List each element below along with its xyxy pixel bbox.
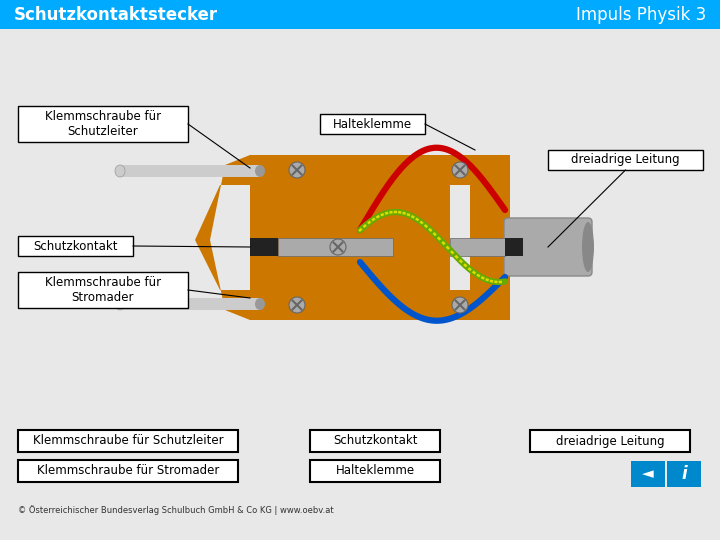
Ellipse shape (115, 165, 125, 177)
Text: Halteklemme: Halteklemme (336, 464, 415, 477)
Text: Klemmschraube für
Stromader: Klemmschraube für Stromader (45, 276, 161, 304)
Circle shape (452, 162, 468, 178)
Text: i: i (681, 465, 687, 483)
FancyBboxPatch shape (278, 238, 393, 256)
Circle shape (452, 297, 468, 313)
FancyBboxPatch shape (548, 150, 703, 170)
FancyBboxPatch shape (470, 155, 510, 320)
FancyBboxPatch shape (310, 430, 440, 452)
Ellipse shape (115, 298, 125, 310)
FancyBboxPatch shape (250, 155, 510, 185)
FancyBboxPatch shape (120, 298, 260, 310)
FancyBboxPatch shape (18, 236, 133, 256)
FancyBboxPatch shape (250, 238, 278, 256)
Text: Halteklemme: Halteklemme (333, 118, 412, 131)
Polygon shape (195, 155, 250, 320)
Circle shape (289, 297, 305, 313)
Text: Klemmschraube für Schutzleiter: Klemmschraube für Schutzleiter (32, 435, 223, 448)
FancyBboxPatch shape (120, 165, 260, 177)
Text: ◄: ◄ (642, 467, 654, 482)
FancyBboxPatch shape (631, 461, 665, 487)
FancyBboxPatch shape (505, 238, 523, 256)
Text: Schutzkontaktstecker: Schutzkontaktstecker (14, 6, 218, 24)
FancyBboxPatch shape (667, 461, 701, 487)
Ellipse shape (255, 165, 265, 177)
FancyBboxPatch shape (250, 290, 510, 320)
Ellipse shape (582, 222, 594, 272)
Text: Klemmschraube für Stromader: Klemmschraube für Stromader (37, 464, 219, 477)
FancyBboxPatch shape (18, 272, 188, 308)
FancyBboxPatch shape (18, 460, 238, 482)
FancyBboxPatch shape (530, 430, 690, 452)
Text: Klemmschraube für
Schutzleiter: Klemmschraube für Schutzleiter (45, 110, 161, 138)
Text: dreiadrige Leitung: dreiadrige Leitung (556, 435, 665, 448)
FancyBboxPatch shape (250, 185, 450, 290)
FancyBboxPatch shape (504, 218, 592, 276)
FancyBboxPatch shape (450, 238, 505, 256)
FancyBboxPatch shape (0, 0, 720, 29)
Text: Schutzkontakt: Schutzkontakt (333, 435, 418, 448)
FancyBboxPatch shape (310, 460, 440, 482)
Text: Impuls Physik 3: Impuls Physik 3 (576, 6, 706, 24)
Circle shape (330, 239, 346, 255)
Ellipse shape (255, 298, 265, 310)
FancyBboxPatch shape (18, 430, 238, 452)
FancyBboxPatch shape (18, 106, 188, 142)
Circle shape (289, 162, 305, 178)
Text: Schutzkontakt: Schutzkontakt (33, 240, 118, 253)
Text: © Österreichischer Bundesverlag Schulbuch GmbH & Co KG | www.oebv.at: © Österreichischer Bundesverlag Schulbuc… (18, 505, 333, 515)
Text: dreiadrige Leitung: dreiadrige Leitung (571, 153, 680, 166)
FancyBboxPatch shape (320, 114, 425, 134)
